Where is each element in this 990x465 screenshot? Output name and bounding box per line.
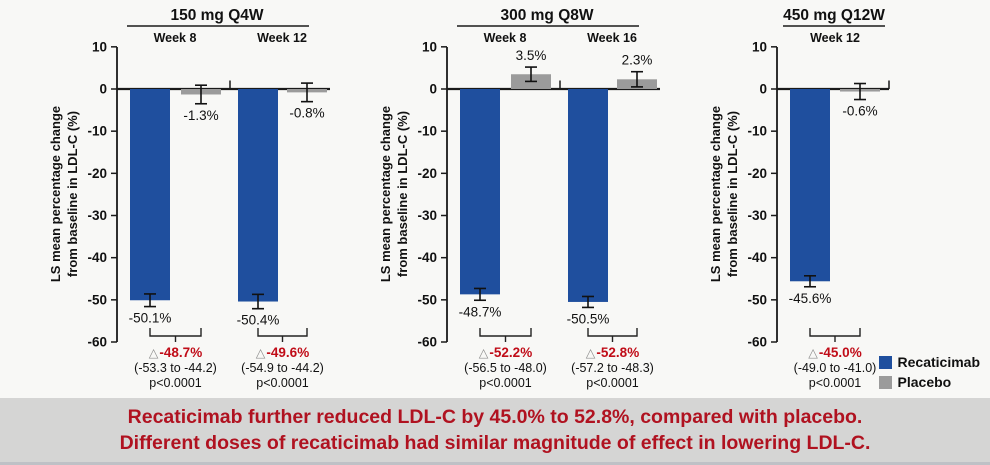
difference-p-value: p<0.0001 (586, 376, 639, 390)
difference-label: △-52.8% (586, 345, 639, 360)
comparison-bracket (479, 328, 532, 342)
bar-value-label: 2.3% (622, 53, 653, 68)
y-tick-label: -50 (87, 292, 107, 307)
recaticimab-bar (568, 89, 608, 302)
difference-label: △-45.0% (808, 345, 861, 360)
y-axis-label-line1: LS mean percentage change (378, 106, 393, 282)
difference-p-value: p<0.0001 (479, 376, 532, 390)
legend-item-recaticimab: Recaticimab (878, 354, 980, 370)
bar-value-label: -48.7% (459, 304, 502, 319)
y-tick-label: -50 (417, 292, 437, 307)
bar-value-label: -50.5% (567, 311, 610, 326)
difference-label: △-49.6% (256, 345, 309, 360)
legend: Recaticimab Placebo (878, 354, 980, 390)
y-tick-label: -10 (747, 124, 767, 139)
triangle-delta-icon: △ (586, 346, 596, 360)
recaticimab-swatch-icon (878, 355, 892, 369)
y-tick-label: -60 (747, 335, 767, 350)
y-tick-label: 0 (99, 82, 107, 97)
recaticimab-bar (238, 89, 278, 302)
bar-value-label: -50.4% (237, 313, 280, 328)
week-label: Week 16 (587, 31, 637, 45)
difference-label: △-52.2% (479, 345, 532, 360)
chart-panel-450mg-q12w: LS mean percentage change from baseline i… (708, 7, 890, 390)
y-tick-label: 0 (429, 82, 437, 97)
y-axis-label-line2: from baseline in LDL-C (%) (725, 111, 740, 277)
bar-value-label: 3.5% (516, 48, 547, 63)
difference-p-value: p<0.0001 (149, 376, 202, 390)
y-axis-label-line2: from baseline in LDL-C (%) (65, 111, 80, 277)
y-tick-label: -50 (747, 292, 767, 307)
y-tick-label: -60 (87, 335, 107, 350)
legend-label-recaticimab: Recaticimab (897, 354, 980, 370)
recaticimab-bar (130, 89, 170, 301)
triangle-delta-icon: △ (149, 346, 159, 360)
comparison-bracket (809, 328, 861, 342)
bar-value-label: -45.6% (789, 291, 832, 306)
y-tick-label: -30 (747, 208, 767, 223)
difference-p-value: p<0.0001 (256, 376, 309, 390)
bar-value-label: -0.6% (842, 104, 877, 119)
comparison-bracket (149, 328, 202, 342)
y-axis-label-line1: LS mean percentage change (48, 106, 63, 282)
legend-item-placebo: Placebo (878, 374, 980, 390)
y-tick-label: -30 (87, 208, 107, 223)
y-tick-label: -30 (417, 208, 437, 223)
legend-label-placebo: Placebo (897, 374, 952, 390)
summary-line-2: Different doses of recaticimab had simil… (119, 432, 871, 454)
triangle-delta-icon: △ (808, 346, 818, 360)
y-tick-label: 10 (752, 39, 767, 54)
y-tick-label: 10 (422, 39, 437, 54)
y-tick-label: 10 (92, 39, 107, 54)
y-tick-label: -60 (417, 335, 437, 350)
difference-ci: (-54.9 to -44.2) (241, 361, 324, 375)
week-label: Week 12 (810, 31, 860, 45)
chart-panel-150mg-q4w: LS mean percentage change from baseline i… (48, 7, 330, 390)
triangle-delta-icon: △ (256, 346, 266, 360)
y-tick-label: -10 (417, 124, 437, 139)
recaticimab-bar (790, 89, 830, 282)
charts-row: LS mean percentage change from baseline i… (48, 7, 890, 390)
difference-ci: (-56.5 to -48.0) (464, 361, 547, 375)
comparison-bracket (587, 328, 638, 342)
y-tick-label: 0 (759, 82, 767, 97)
chart-panel-300mg-q8w: LS mean percentage change from baseline i… (378, 7, 660, 390)
y-tick-label: -20 (417, 166, 437, 181)
y-tick-label: -10 (87, 124, 107, 139)
difference-ci: (-57.2 to -48.3) (571, 361, 654, 375)
y-tick-label: -20 (747, 166, 767, 181)
week-label: Week 12 (257, 31, 307, 45)
difference-ci: (-49.0 to -41.0) (794, 361, 877, 375)
y-tick-label: -40 (417, 250, 437, 265)
comparison-bracket (257, 328, 308, 342)
summary-banner: Recaticimab further reduced LDL-C by 45.… (0, 398, 990, 465)
y-axis-label-line2: from baseline in LDL-C (%) (395, 111, 410, 277)
difference-p-value: p<0.0001 (809, 376, 862, 390)
placebo-swatch-icon (878, 375, 892, 389)
recaticimab-bar (460, 89, 500, 295)
y-tick-label: -40 (747, 250, 767, 265)
y-tick-label: -40 (87, 250, 107, 265)
bar-value-label: -1.3% (183, 108, 218, 123)
difference-label: △-48.7% (149, 345, 202, 360)
week-label: Week 8 (154, 31, 197, 45)
bar-value-label: -0.8% (289, 106, 324, 121)
triangle-delta-icon: △ (479, 346, 489, 360)
dose-title: 300 mg Q8W (500, 7, 593, 24)
y-axis-label-line1: LS mean percentage change (708, 106, 723, 282)
bar-value-label: -50.1% (129, 311, 172, 326)
dose-title: 450 mg Q12W (783, 7, 885, 24)
summary-line-1: Recaticimab further reduced LDL-C by 45.… (127, 406, 863, 428)
dose-title: 150 mg Q4W (170, 7, 263, 24)
difference-ci: (-53.3 to -44.2) (134, 361, 217, 375)
y-tick-label: -20 (87, 166, 107, 181)
week-label: Week 8 (484, 31, 527, 45)
